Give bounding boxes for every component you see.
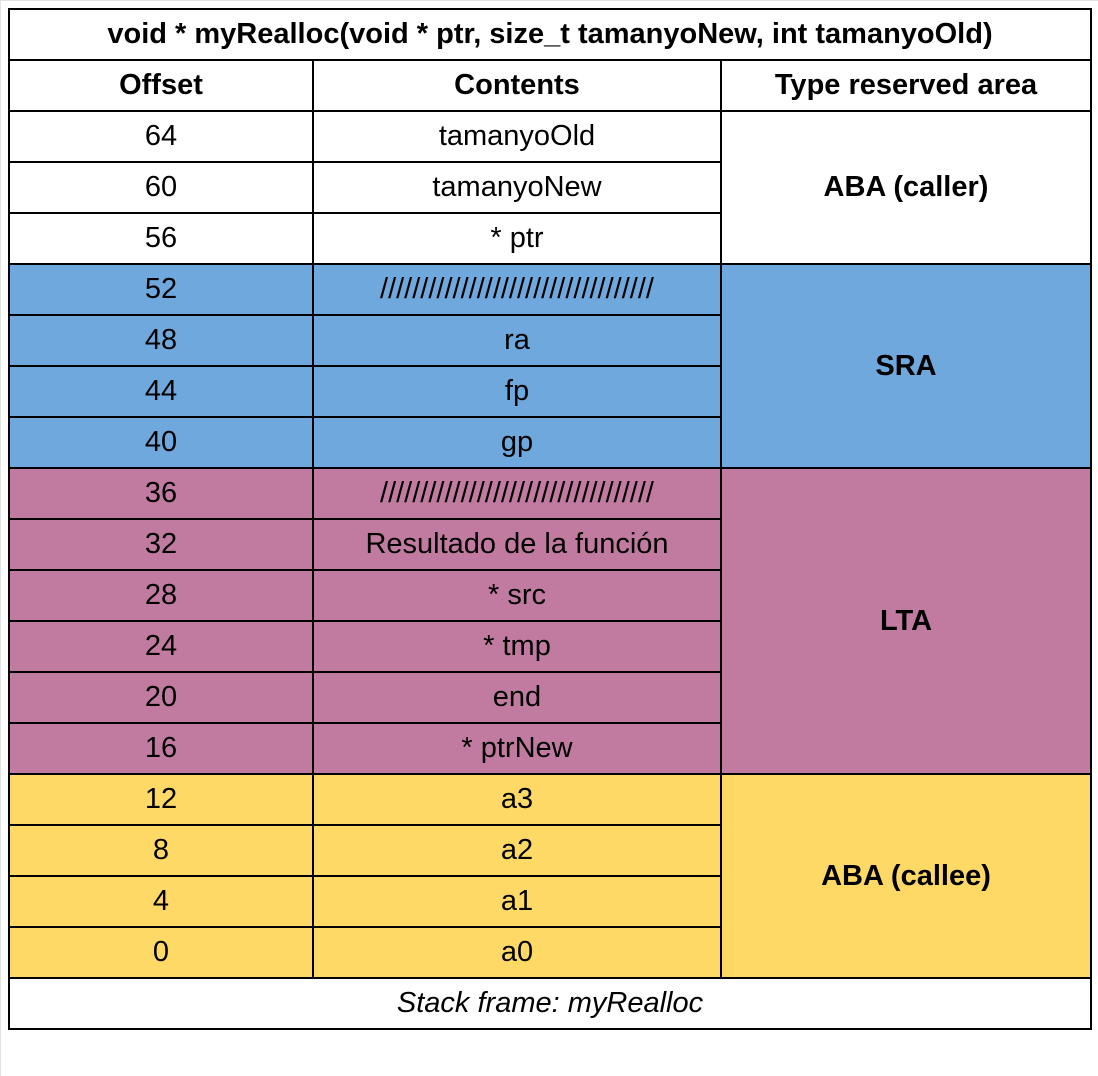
offset-header[interactable]: Offset (8, 59, 314, 112)
offset-cell[interactable]: 20 (8, 671, 314, 724)
stack-row: 4 a1 (8, 875, 1091, 928)
offset-cell[interactable]: 8 (8, 824, 314, 877)
offset-cell[interactable]: 52 (8, 263, 314, 316)
stack-frame-caption[interactable]: Stack frame: myRealloc (8, 977, 1092, 1030)
offset-cell[interactable]: 16 (8, 722, 314, 775)
offset-cell[interactable]: 32 (8, 518, 314, 571)
contents-cell[interactable]: ra (312, 314, 722, 367)
offset-cell[interactable]: 60 (8, 161, 314, 214)
contents-cell[interactable]: Resultado de la función (312, 518, 722, 571)
contents-cell[interactable]: * ptrNew (312, 722, 722, 775)
contents-cell[interactable]: a3 (312, 773, 722, 826)
contents-cell[interactable]: tamanyoOld (312, 110, 722, 163)
reserved-area-cell[interactable]: ABA (callee) (720, 773, 1092, 979)
stack-row: 64 tamanyoOld ABA (caller) (8, 110, 1092, 265)
contents-cell[interactable]: a0 (312, 926, 722, 979)
offset-cell[interactable]: 0 (8, 926, 314, 979)
offset-cell[interactable]: 24 (8, 620, 314, 673)
stack-row: 28 * src (8, 569, 1091, 622)
offset-cell[interactable]: 12 (8, 773, 314, 826)
offset-cell[interactable]: 48 (8, 314, 314, 367)
contents-cell[interactable]: a1 (312, 875, 722, 928)
offset-cell[interactable]: 56 (8, 212, 314, 265)
function-signature-title[interactable]: void * myRealloc(void * ptr, size_t tama… (8, 8, 1092, 61)
stack-row: 52//////////////////////////////////SRA (8, 263, 1092, 469)
stack-row: 24 * tmp (8, 620, 1091, 673)
contents-cell[interactable]: a2 (312, 824, 722, 877)
stack-row: 32 Resultado de la función (8, 518, 1091, 571)
stack-row: 60 tamanyoNew (8, 161, 1091, 214)
contents-header[interactable]: Contents (312, 59, 722, 112)
offset-cell[interactable]: 64 (8, 110, 314, 163)
offset-cell[interactable]: 40 (8, 416, 314, 469)
stack-row: 48 ra (8, 314, 1091, 367)
stack-row: 36//////////////////////////////////LTA (8, 467, 1092, 775)
contents-cell[interactable]: end (312, 671, 722, 724)
contents-cell[interactable]: fp (312, 365, 722, 418)
area-header[interactable]: Type reserved area (720, 59, 1092, 112)
stack-row: 16 * ptrNew (8, 722, 1091, 775)
reserved-area-cell[interactable]: ABA (caller) (720, 110, 1092, 265)
contents-cell[interactable]: * tmp (312, 620, 722, 673)
header-row: Offset Contents Type reserved area (8, 59, 1092, 112)
contents-cell[interactable]: ////////////////////////////////// (312, 263, 722, 316)
reserved-area-cell[interactable]: LTA (720, 467, 1092, 775)
title-row: void * myRealloc(void * ptr, size_t tama… (8, 8, 1092, 61)
contents-cell[interactable]: gp (312, 416, 722, 469)
offset-cell[interactable]: 4 (8, 875, 314, 928)
stack-frame-table: void * myRealloc(void * ptr, size_t tama… (8, 8, 1092, 1030)
stack-row: 56 * ptr (8, 212, 1091, 265)
contents-cell[interactable]: * ptr (312, 212, 722, 265)
offset-cell[interactable]: 44 (8, 365, 314, 418)
offset-cell[interactable]: 28 (8, 569, 314, 622)
stack-row: 8 a2 (8, 824, 1091, 877)
contents-cell[interactable]: tamanyoNew (312, 161, 722, 214)
offset-cell[interactable]: 36 (8, 467, 314, 520)
contents-cell[interactable]: * src (312, 569, 722, 622)
stack-row: 12 a3 ABA (callee) (8, 773, 1092, 979)
stack-row: 44 fp (8, 365, 1091, 418)
stack-row: 20 end (8, 671, 1091, 724)
stack-row: 40 gp (8, 416, 1091, 469)
caption-row: Stack frame: myRealloc (8, 977, 1092, 1030)
reserved-area-cell[interactable]: SRA (720, 263, 1092, 469)
stack-row: 0 a0 (8, 926, 1091, 979)
contents-cell[interactable]: ////////////////////////////////// (312, 467, 722, 520)
